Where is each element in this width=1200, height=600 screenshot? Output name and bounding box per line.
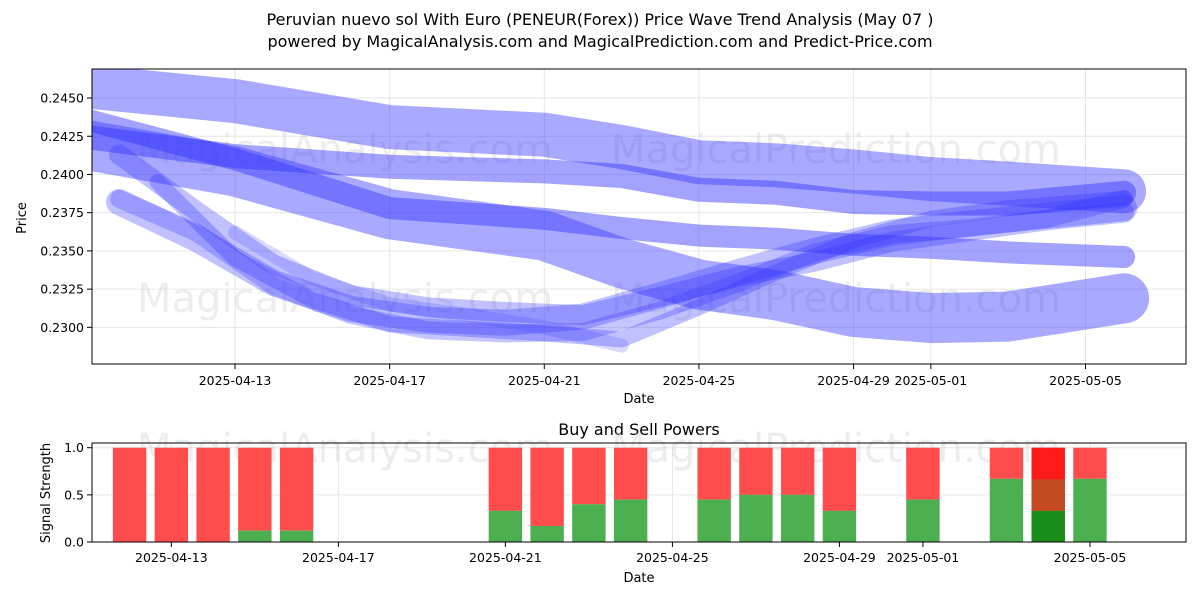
wave-band-2 xyxy=(92,120,1150,344)
watermark-analysis-top: MagicalAnalysis.com xyxy=(137,127,553,173)
price-waves xyxy=(92,69,1150,353)
sell-bar xyxy=(530,447,564,526)
signal-y-tick-label: 0.0 xyxy=(64,535,84,550)
price-x-ticks: 2025-04-13 2025-04-17 2025-04-21 2025-04-25… xyxy=(199,364,1122,388)
wave-band-8 xyxy=(149,174,1133,348)
price-y-tick-label: 0.2300 xyxy=(40,320,84,335)
wave-band-6 xyxy=(109,144,1135,326)
watermark-analysis-mid: MagicalAnalysis.com xyxy=(137,276,553,322)
wave-band-3 xyxy=(92,125,1137,216)
signal-panel: Buy and Sell Powers MagicalAnalysis.com … xyxy=(39,420,1187,586)
wave-group xyxy=(92,69,1150,353)
signal-x-ticks: 2025-04-13 2025-04-17 2025-04-21 2025-04-25… xyxy=(135,542,1126,565)
sell-bar xyxy=(780,447,815,495)
sell-bar xyxy=(1073,447,1107,479)
buy-bar xyxy=(822,510,857,542)
price-x-axis-title: Date xyxy=(623,392,654,407)
sell-bar xyxy=(238,447,272,531)
buy-bar xyxy=(1073,478,1107,542)
buy-bar xyxy=(697,499,731,542)
sell-bar xyxy=(989,447,1024,479)
price-y-tick-label: 0.2375 xyxy=(40,205,84,220)
signal-x-tick-label: 2025-04-29 xyxy=(803,550,876,565)
sell-bar xyxy=(488,447,523,511)
sell-bar-strong xyxy=(1031,447,1065,480)
wave-band-4 xyxy=(92,109,1136,268)
signal-x-axis-title: Date xyxy=(623,571,654,586)
signal-y-ticks: 0.0 0.5 1.0 xyxy=(64,440,92,550)
signal-y-tick-label: 1.0 xyxy=(64,440,84,455)
sell-bar xyxy=(196,447,230,542)
signal-x-tick-label: 2025-04-17 xyxy=(302,550,375,565)
buy-bar xyxy=(279,530,314,542)
price-plot-frame-bg xyxy=(92,69,1186,364)
sell-bar xyxy=(154,447,189,542)
sell-bar xyxy=(822,447,857,511)
buy-bar xyxy=(530,525,564,542)
price-x-tick-label: 2025-05-01 xyxy=(895,373,968,388)
buy-bar xyxy=(780,494,815,542)
buy-bar xyxy=(906,499,940,542)
price-grid xyxy=(92,69,1186,364)
price-y-ticks: 0.2300 0.2325 0.2350 0.2375 0.2400 0.2425 0.24… xyxy=(40,91,92,335)
sell-bar xyxy=(112,447,147,542)
buy-bar xyxy=(572,504,606,542)
price-plot-frame xyxy=(91,68,1187,365)
buy-bar xyxy=(238,530,272,542)
price-y-tick-label: 0.2400 xyxy=(40,167,84,182)
price-x-tick-label: 2025-04-25 xyxy=(663,373,736,388)
watermark-prediction-top: MagicalPrediction.com xyxy=(611,127,1061,173)
buy-bar xyxy=(613,499,648,542)
sell-bar xyxy=(739,447,773,495)
price-y-tick-label: 0.2450 xyxy=(40,91,84,106)
signal-panel-title: Buy and Sell Powers xyxy=(558,420,720,439)
price-y-tick-label: 0.2350 xyxy=(40,243,84,258)
price-x-tick-label: 2025-04-21 xyxy=(508,373,581,388)
price-x-tick-label: 2025-04-29 xyxy=(817,373,890,388)
price-x-tick-label: 2025-04-13 xyxy=(199,373,272,388)
signal-bars xyxy=(112,447,1107,542)
wave-band-7 xyxy=(110,189,1134,343)
sell-bar xyxy=(906,447,940,500)
sell-bar xyxy=(613,447,648,500)
price-panel: MagicalAnalysis.com MagicalPrediction.co… xyxy=(15,68,1187,407)
signal-x-tick-label: 2025-05-01 xyxy=(887,550,960,565)
price-x-tick-label: 2025-05-05 xyxy=(1049,373,1122,388)
chart-subtitle: powered by MagicalAnalysis.com and Magic… xyxy=(267,32,932,51)
signal-plot-frame xyxy=(91,442,1187,543)
signal-x-tick-label: 2025-04-13 xyxy=(135,550,208,565)
sell-bar-overlap xyxy=(1031,479,1065,511)
wave-band-9 xyxy=(228,225,629,353)
buy-bar-strong xyxy=(1031,510,1065,542)
signal-x-tick-label: 2025-04-21 xyxy=(469,550,542,565)
wave-band-5 xyxy=(106,189,1138,336)
signal-y-axis-title: Signal Strength xyxy=(39,443,54,543)
price-y-axis-title: Price xyxy=(15,202,30,234)
price-y-tick-label: 0.2325 xyxy=(40,282,84,297)
sell-bar xyxy=(572,447,606,505)
buy-bar xyxy=(989,478,1024,542)
buy-bar xyxy=(488,510,523,542)
watermark-prediction-mid: MagicalPrediction.com xyxy=(611,276,1061,322)
chart-title: Peruvian nuevo sol With Euro (PENEUR(For… xyxy=(267,10,934,29)
buy-bar xyxy=(739,494,773,542)
wave-band-1 xyxy=(92,69,1147,214)
price-y-tick-label: 0.2425 xyxy=(40,129,84,144)
sell-bar xyxy=(697,447,731,500)
price-x-tick-label: 2025-04-17 xyxy=(353,373,426,388)
signal-x-tick-label: 2025-04-25 xyxy=(636,550,709,565)
sell-bar xyxy=(279,447,314,531)
signal-y-tick-label: 0.5 xyxy=(64,487,84,502)
signal-x-tick-label: 2025-05-05 xyxy=(1054,550,1127,565)
